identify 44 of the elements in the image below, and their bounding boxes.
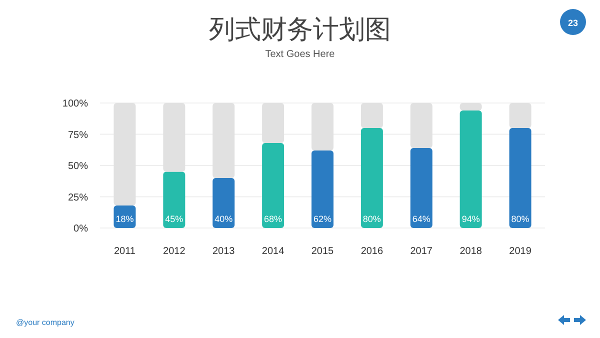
bar xyxy=(410,148,432,228)
bar xyxy=(312,103,334,150)
bar xyxy=(114,103,136,206)
y-tick-label: 100% xyxy=(62,98,88,110)
text: @your company xyxy=(16,318,74,327)
bar xyxy=(262,103,284,143)
bar xyxy=(509,128,532,228)
x-tick-label: 2011 xyxy=(114,246,136,257)
bar xyxy=(212,103,235,178)
bar xyxy=(312,150,334,228)
bar xyxy=(262,143,284,228)
x-tick-label: 2018 xyxy=(460,246,482,257)
bar xyxy=(360,128,383,228)
x-tick-label: 2017 xyxy=(410,246,433,257)
text: 23 xyxy=(568,18,578,28)
data-label: 80% xyxy=(362,214,381,224)
y-tick-label: 0% xyxy=(74,224,88,234)
data-label: 94% xyxy=(462,214,480,224)
y-tick-label: 25% xyxy=(68,192,88,204)
bar xyxy=(410,103,432,148)
data-label: 62% xyxy=(313,214,332,224)
bar xyxy=(460,110,482,228)
data-label: 68% xyxy=(264,214,282,224)
data-label: 64% xyxy=(412,214,430,224)
data-label: 45% xyxy=(165,214,184,224)
x-tick-label: 2012 xyxy=(163,246,186,257)
data-label: 80% xyxy=(511,214,530,224)
bar xyxy=(163,103,186,172)
bar xyxy=(212,178,235,228)
chart-title: 列式财务计划图 xyxy=(209,14,391,44)
y-tick-label: 75% xyxy=(68,130,88,141)
x-tick-label: 2019 xyxy=(509,246,532,257)
y-tick-label: 50% xyxy=(68,161,88,172)
bar xyxy=(509,103,532,128)
bar xyxy=(360,103,383,128)
bar xyxy=(460,103,482,110)
x-tick-label: 2015 xyxy=(311,246,334,257)
bar xyxy=(163,172,186,228)
data-label: 40% xyxy=(214,214,233,224)
x-tick-label: 2016 xyxy=(360,246,384,257)
chart-subtitle: Text Goes Here xyxy=(265,49,336,60)
x-tick-label: 2014 xyxy=(262,246,285,257)
x-tick-label: 2013 xyxy=(212,246,236,257)
data-label: 18% xyxy=(116,214,134,224)
